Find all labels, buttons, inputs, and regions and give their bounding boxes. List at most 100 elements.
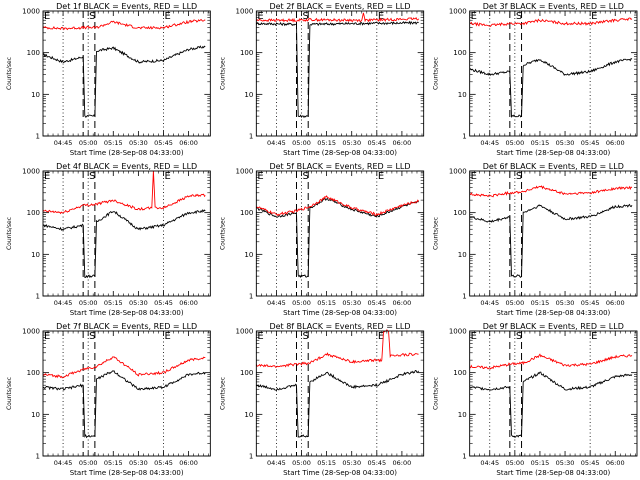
x-tick-label: 05:45 [581, 459, 600, 467]
lld-series-line [42, 356, 206, 379]
y-tick-label: 10 [31, 91, 40, 99]
y-tick-label: 1000 [449, 8, 467, 16]
events-series-line [42, 45, 206, 118]
marker-label: E [591, 171, 597, 182]
x-tick-label: 04:45 [480, 139, 499, 147]
events-series-line [469, 203, 633, 278]
x-tick-label: 04:45 [267, 299, 286, 307]
marker-label: E [471, 171, 477, 182]
events-series-line [42, 370, 206, 439]
events-series-line [256, 369, 419, 438]
x-tick-label: 05:45 [154, 459, 173, 467]
x-tick-label: 04:45 [54, 299, 73, 307]
y-tick-label: 100 [453, 369, 466, 377]
plot-frame [42, 330, 211, 457]
y-tick-label: 1000 [22, 328, 40, 336]
y-tick-label: 1 [36, 453, 40, 461]
marker-label: E [591, 331, 597, 342]
y-tick-label: 100 [240, 369, 253, 377]
y-tick-label: 1000 [236, 328, 254, 336]
x-tick-label: 06:00 [179, 459, 198, 467]
x-tick-label: 04:45 [54, 139, 73, 147]
marker-label: E [164, 171, 170, 182]
x-tick-label: 05:45 [581, 139, 600, 147]
chart-title: Det 5f BLACK = Events, RED = LLD [269, 162, 410, 171]
y-tick-label: 1 [249, 133, 253, 141]
x-tick-label: 05:15 [531, 459, 550, 467]
x-tick-label: 04:45 [480, 459, 499, 467]
x-tick-label: 06:00 [393, 459, 412, 467]
x-axis-label: Start Time (28-Sep-08 04:33:00) [496, 469, 610, 477]
x-tick-label: 05:00 [505, 459, 524, 467]
plot-frame [42, 170, 211, 297]
y-tick-label: 1 [462, 133, 466, 141]
y-axis-label: Counts/sec [433, 57, 440, 90]
x-tick-label: 04:45 [267, 139, 286, 147]
x-tick-label: 05:45 [154, 139, 173, 147]
x-tick-label: 06:00 [393, 139, 412, 147]
plot-frame [255, 10, 425, 137]
x-tick-label: 05:30 [556, 139, 575, 147]
x-tick-label: 05:15 [317, 299, 336, 307]
x-tick-label: 05:15 [531, 139, 550, 147]
y-tick-label: 10 [244, 91, 253, 99]
y-axis-label: Counts/sec [6, 57, 13, 90]
x-tick-label: 05:45 [367, 139, 386, 147]
x-tick-label: 05:00 [505, 299, 524, 307]
y-tick-label: 10 [31, 411, 40, 419]
y-tick-label: 1 [249, 453, 253, 461]
x-tick-label: 05:15 [104, 299, 123, 307]
y-axis-label: Counts/sec [433, 377, 440, 410]
x-tick-label: 05:30 [342, 459, 361, 467]
x-tick-label: 05:45 [154, 299, 173, 307]
x-tick-label: 05:30 [342, 299, 361, 307]
y-axis-label: Counts/sec [433, 217, 440, 250]
x-axis-label: Start Time (28-Sep-08 04:33:00) [283, 149, 397, 157]
lld-series-line [469, 185, 633, 198]
lld-series-line [42, 18, 206, 31]
y-tick-label: 100 [27, 209, 40, 217]
x-tick-label: 05:45 [367, 299, 386, 307]
y-tick-label: 1000 [449, 168, 467, 176]
marker-label: S [516, 11, 522, 22]
marker-label: E [44, 171, 50, 182]
chart-panel: Det 5f BLACK = Events, RED = LLD Counts/s… [219, 162, 425, 317]
x-axis-label: Start Time (28-Sep-08 04:33:00) [496, 149, 610, 157]
marker-label: E [471, 331, 477, 342]
y-tick-label: 100 [27, 369, 40, 377]
x-tick-label: 05:45 [367, 459, 386, 467]
x-axis-label: Start Time (28-Sep-08 04:33:00) [70, 149, 184, 157]
events-series-line [469, 57, 633, 119]
x-tick-label: 05:00 [292, 459, 311, 467]
x-tick-label: 06:00 [393, 299, 412, 307]
x-tick-label: 06:00 [179, 139, 198, 147]
chart-panel: Det 2f BLACK = Events, RED = LLD Counts/s… [219, 2, 425, 157]
plot-frame [42, 10, 211, 137]
marker-label: E [44, 331, 50, 342]
x-tick-label: 05:00 [292, 139, 311, 147]
lld-series-line [469, 17, 633, 27]
chart-title: Det 8f BLACK = Events, RED = LLD [269, 322, 410, 331]
x-axis-label: Start Time (28-Sep-08 04:33:00) [283, 469, 397, 477]
chart-title: Det 9f BLACK = Events, RED = LLD [483, 322, 624, 331]
marker-label: E [471, 11, 477, 22]
y-tick-label: 10 [244, 251, 253, 259]
y-tick-label: 100 [27, 49, 40, 57]
y-axis-label: Counts/sec [219, 57, 226, 90]
x-axis-label: Start Time (28-Sep-08 04:33:00) [283, 309, 397, 317]
events-series-line [43, 209, 206, 279]
y-tick-label: 10 [244, 411, 253, 419]
x-tick-label: 06:00 [179, 299, 198, 307]
y-tick-label: 10 [458, 91, 467, 99]
x-tick-label: 06:00 [606, 459, 625, 467]
marker-label: E [378, 11, 384, 22]
lld-series-line [255, 329, 419, 368]
lld-series-line [256, 12, 419, 23]
x-tick-label: 06:00 [606, 139, 625, 147]
marker-label: E [164, 331, 170, 342]
y-tick-label: 1000 [449, 328, 467, 336]
x-tick-label: 05:00 [79, 459, 98, 467]
chart-panel: Det 9f BLACK = Events, RED = LLD Counts/s… [433, 322, 638, 477]
x-tick-label: 06:00 [606, 299, 625, 307]
chart-title: Det 7f BLACK = Events, RED = LLD [56, 322, 197, 331]
